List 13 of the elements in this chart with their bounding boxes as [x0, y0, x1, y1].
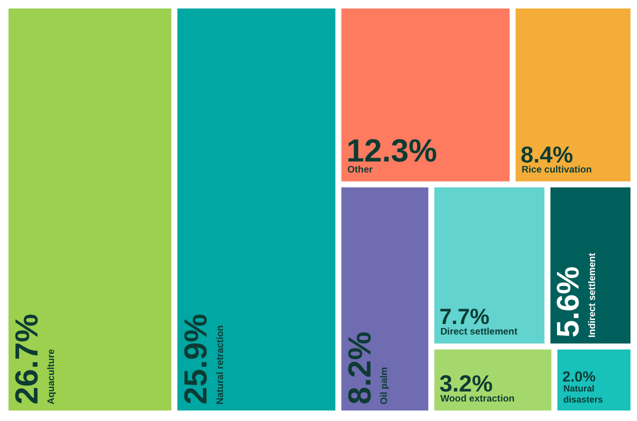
category-label: Natural disasters [563, 384, 603, 404]
category-label: Wood extraction [440, 394, 515, 404]
category-label: Aquaculture [46, 349, 57, 404]
category-label: Natural retraction [214, 325, 226, 404]
data-label: 25.9% [177, 314, 214, 404]
data-label: 26.7% [8, 314, 44, 404]
category-label: Direct settlement [440, 326, 518, 338]
data-label: 2.0% [562, 370, 596, 386]
data-label: 5.6% [550, 266, 586, 338]
category-label: Indirect settlement [587, 252, 598, 338]
category-label: Rice cultivation [522, 164, 592, 176]
data-label: 8.2% [341, 332, 378, 404]
category-label: Oil palm [378, 367, 390, 404]
